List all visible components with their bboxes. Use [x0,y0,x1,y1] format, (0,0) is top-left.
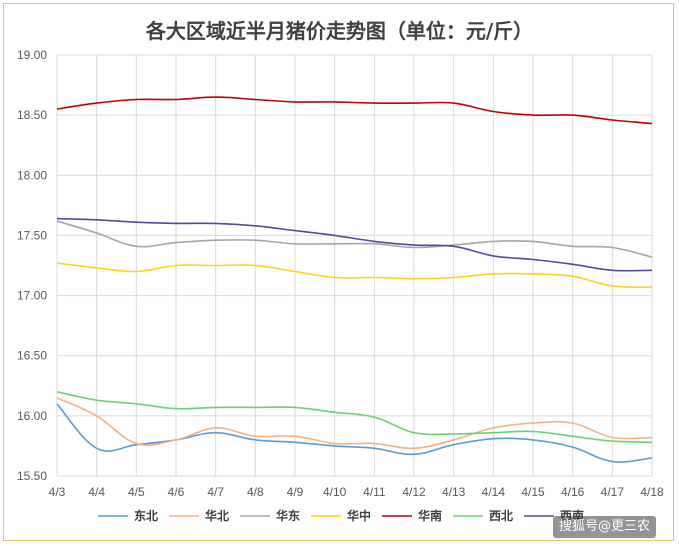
y-tick-label: 17.50 [17,228,47,242]
legend-label: 华中 [347,508,371,523]
chart-title: 各大区域近半月猪价走势图（单位：元/斤） [145,19,534,43]
series-line-3 [56,220,653,258]
series-line-6 [56,391,653,444]
series-line-7 [56,217,653,272]
x-tick-label: 4/10 [323,485,347,499]
x-tick-label: 4/16 [561,485,585,499]
x-tick-label: 4/3 [49,485,66,499]
series-line-2 [56,397,653,450]
legend-label: 华南 [418,508,442,523]
y-tick-label: 16.00 [17,409,47,423]
x-tick-label: 4/6 [168,485,185,499]
x-tick-label: 4/13 [442,485,466,499]
y-tick-label: 18.00 [17,168,47,182]
y-tick-label: 16.50 [17,349,47,363]
x-tick-label: 4/18 [640,485,664,499]
legend-label: 西北 [489,508,513,523]
watermark-label: 搜狐号@更三农 [553,516,657,538]
y-tick-label: 19.00 [17,48,47,62]
chart-frame [3,3,674,541]
legend-label: 华东 [276,508,300,523]
x-tick-label: 4/17 [601,485,625,499]
y-tick-label: 18.50 [17,108,47,122]
x-tick-label: 4/4 [88,485,105,499]
legend-label: 东北 [134,508,158,523]
x-tick-label: 4/14 [482,485,506,499]
x-tick-label: 4/12 [402,485,426,499]
y-tick-label: 15.50 [17,469,47,483]
x-tick-label: 4/8 [247,485,264,499]
x-tick-label: 4/15 [521,485,545,499]
series-line-4 [56,262,653,288]
x-tick-label: 4/11 [363,485,386,499]
series-line-1 [56,403,653,463]
legend-label: 华北 [205,508,229,523]
x-tick-label: 4/7 [207,485,224,499]
y-tick-label: 17.00 [17,289,47,303]
x-tick-label: 4/9 [287,485,304,499]
x-tick-label: 4/5 [128,485,145,499]
series-line-5 [56,96,653,125]
